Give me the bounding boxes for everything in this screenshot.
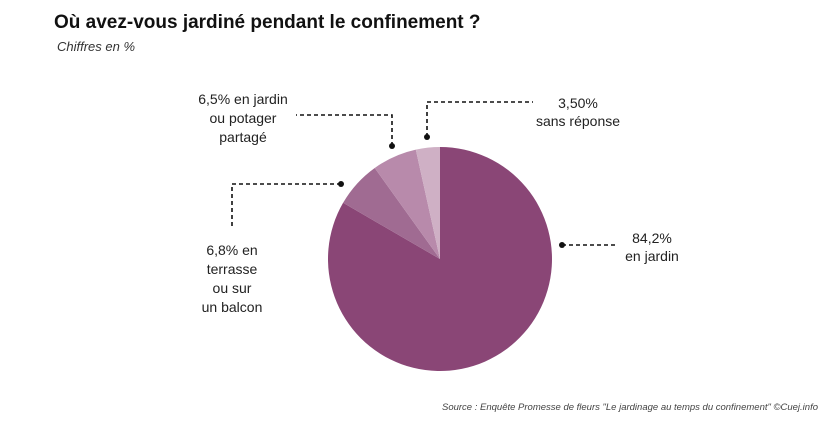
slice-label-line: 3,50%	[558, 95, 598, 111]
slice-label-line: 6,8% en	[206, 242, 257, 258]
source-note: Source : Enquête Promesse de fleurs "Le …	[441, 402, 818, 413]
leader-line-1	[231, 183, 341, 228]
leader-line-3	[426, 101, 533, 137]
leader-lines	[231, 101, 618, 248]
slice-label-line: 84,2%	[632, 230, 672, 246]
slice-label-1: 6,8% en terrasse ou sur un balcon	[202, 242, 263, 315]
slice-label-line: 6,5% en jardin	[198, 91, 288, 107]
leader-dot-0	[559, 242, 565, 248]
leader-line-2	[296, 114, 393, 146]
slice-label-line: ou sur	[213, 280, 252, 296]
slice-label-0: 84,2% en jardin	[625, 230, 679, 264]
chart-subtitle: Chiffres en %	[57, 39, 136, 54]
slice-label-line: terrasse	[207, 261, 258, 277]
slice-label-line: partagé	[219, 129, 267, 145]
leader-dot-3	[424, 134, 430, 140]
slice-label-line: un balcon	[202, 299, 263, 315]
pie-slice-2	[374, 149, 440, 259]
chart-title: Où avez-vous jardiné pendant le confinem…	[54, 12, 481, 33]
leader-dot-2	[389, 143, 395, 149]
leader-dot-1	[338, 181, 344, 187]
pie-slice-3	[415, 147, 440, 259]
slice-label-line: sans réponse	[536, 113, 620, 129]
pie-slices	[328, 147, 552, 372]
slice-label-line: en jardin	[625, 248, 679, 264]
slice-label-3: 3,50% sans réponse	[536, 95, 620, 129]
slice-label-2: 6,5% en jardin ou potager partagé	[198, 91, 288, 145]
slice-label-line: ou potager	[210, 110, 277, 126]
pie-slice-1	[343, 167, 440, 259]
slice-labels: 84,2% en jardin 6,8% en terrasse ou sur un ba…	[198, 91, 679, 315]
